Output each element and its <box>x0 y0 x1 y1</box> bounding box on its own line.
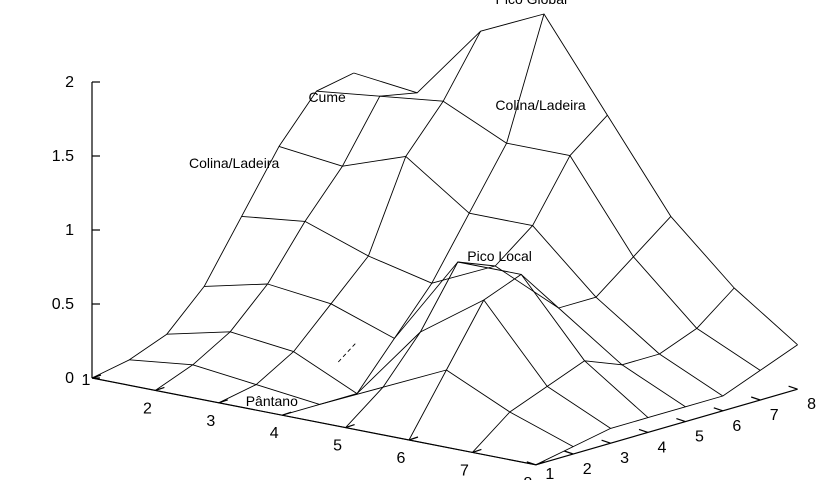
x-tick-label-7: 7 <box>460 462 469 479</box>
y-tick-label-6: 6 <box>732 418 741 435</box>
y-tick-label-7: 7 <box>770 407 779 424</box>
y-tick-label-5: 5 <box>695 429 704 446</box>
y-tick-2 <box>564 450 574 455</box>
x-tick-4 <box>282 411 292 416</box>
y-tick-label-1: 1 <box>545 466 554 480</box>
x-tick-label-6: 6 <box>397 450 406 467</box>
x-axis <box>91 377 536 466</box>
mesh-line-y-8 <box>353 13 798 346</box>
y-tick-1 <box>526 461 536 466</box>
x-tick-6 <box>408 436 419 441</box>
x-tick-label-2: 2 <box>143 400 152 417</box>
y-axis <box>535 388 798 466</box>
annotation-5: Pântano <box>246 393 298 409</box>
annotations: Pico Global Colina/Ladeira Cume Colina/Lade… <box>189 0 586 409</box>
x-tick-2 <box>155 386 165 391</box>
y-tick-label-4: 4 <box>658 439 667 456</box>
x-tick-label-3: 3 <box>206 413 215 430</box>
y-tick-5 <box>676 418 686 423</box>
surface-mesh <box>91 13 798 466</box>
y-tick-6 <box>713 407 723 412</box>
z-tick-label-1: 1 <box>65 222 74 239</box>
mesh-line-y-3 <box>166 299 611 429</box>
y-tick-label-3: 3 <box>620 450 629 467</box>
mesh-line-x-6 <box>408 216 672 441</box>
tick-labels: 1 2 3 4 5 6 7 8 1 2 3 4 5 6 7 8 0 0.5 1 1.5 2 <box>52 74 816 480</box>
mesh-line-x-5 <box>345 114 608 428</box>
y-tick-label-8: 8 <box>807 396 816 413</box>
mesh-line-x-7 <box>472 287 735 453</box>
z-tick-label-0.5: 0.5 <box>52 296 74 313</box>
axes <box>91 81 798 466</box>
y-tick-7 <box>751 396 761 401</box>
y-tick-4 <box>638 428 649 433</box>
mesh-line-x-1 <box>91 72 354 379</box>
z-tick-label-2: 2 <box>65 74 74 91</box>
hidden-edge <box>337 341 358 363</box>
mesh-line-y-5 <box>241 215 686 408</box>
annotation-4: Pico Local <box>467 248 532 264</box>
mesh-line-y-7 <box>316 90 761 371</box>
z-tick-label-0: 0 <box>65 370 74 387</box>
x-tick-label-1: 1 <box>82 372 91 389</box>
annotation-0: Pico Global <box>496 0 568 7</box>
mesh-line-x-3 <box>218 30 481 404</box>
x-tick-label-5: 5 <box>333 438 342 455</box>
y-tick-8 <box>788 385 798 390</box>
annotation-1: Colina/Ladeira <box>495 97 585 113</box>
y-tick-label-2: 2 <box>583 461 592 478</box>
mesh-line-y-2 <box>129 359 574 447</box>
annotation-2: Cume <box>308 89 346 105</box>
x-tick-label-4: 4 <box>270 425 279 442</box>
mesh-line-y-4 <box>204 261 649 418</box>
z-tick-label-1.5: 1.5 <box>52 148 74 165</box>
annotation-3: Colina/Ladeira <box>189 155 279 171</box>
x-tick-8 <box>535 461 545 466</box>
y-tick-3 <box>601 439 611 444</box>
x-tick-7 <box>472 448 482 453</box>
mesh-line-x-2 <box>155 92 418 391</box>
mesh-line-y-6 <box>278 145 724 397</box>
mesh-line-x-4 <box>282 13 545 416</box>
mesh-line-x-8 <box>535 344 798 466</box>
x-tick-label-8: 8 <box>523 475 532 480</box>
x-tick-3 <box>218 399 228 404</box>
x-tick-5 <box>345 424 355 429</box>
